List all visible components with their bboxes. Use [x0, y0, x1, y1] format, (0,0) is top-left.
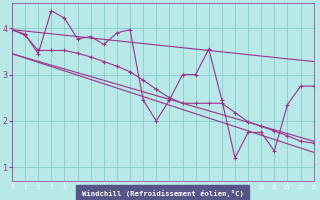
X-axis label: Windchill (Refroidissement éolien,°C): Windchill (Refroidissement éolien,°C): [82, 190, 244, 197]
